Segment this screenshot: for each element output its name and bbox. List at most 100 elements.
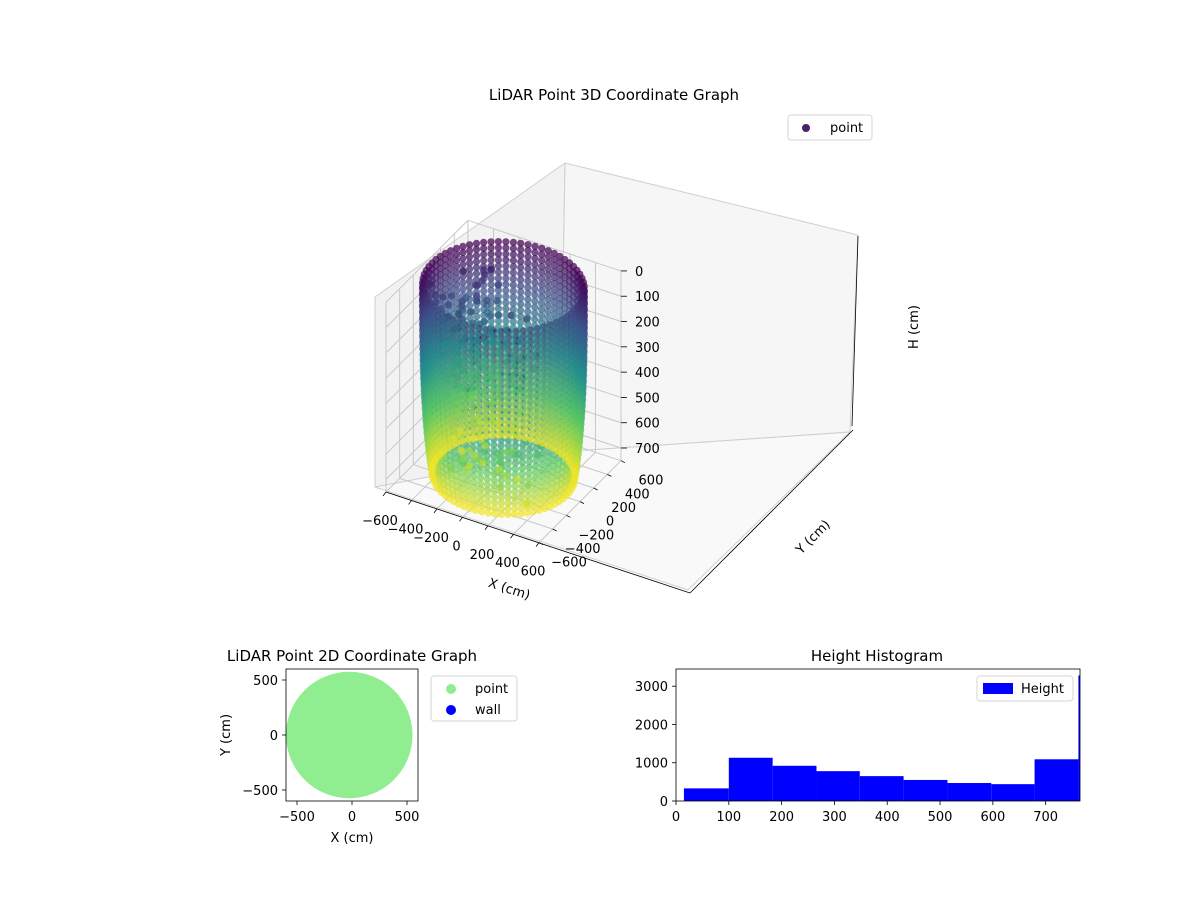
cloud-point-1611 — [509, 269, 517, 277]
cloud-point-673 — [470, 466, 478, 474]
histogram-bar-8 — [1034, 759, 1079, 801]
cloud-point-1761 — [529, 403, 537, 411]
cloud-point-1269 — [508, 447, 516, 455]
cloud-point-996 — [455, 386, 463, 394]
cloud-point-1943 — [544, 277, 552, 285]
cloud-point-981 — [453, 348, 462, 356]
cloud-point-1673 — [517, 276, 525, 284]
cloud-point-962 — [453, 293, 461, 301]
cloud-point-1983 — [549, 353, 557, 361]
cloud-point-1806 — [531, 273, 539, 281]
x-tick-3d-6: 600 — [521, 565, 546, 580]
cloud-point-1153 — [467, 382, 475, 390]
cloud-point-1144 — [501, 471, 509, 480]
cloud-point-1436 — [495, 411, 503, 420]
cloud-point-1951 — [544, 253, 552, 261]
cloud-point-1165 — [511, 499, 519, 507]
cloud-point-1657 — [516, 325, 525, 333]
cloud-point-1444 — [495, 386, 503, 394]
y-tick-hist-3: 3000 — [635, 680, 668, 695]
cloud-point-1074 — [461, 390, 469, 398]
cloud-point-984 — [497, 441, 505, 450]
cloud-point-1220 — [473, 331, 481, 339]
cloud-point-991 — [454, 373, 462, 381]
x-tick-hist-6: 600 — [980, 810, 1005, 825]
cloud-point-1082 — [462, 409, 470, 417]
cloud-point-521 — [458, 474, 466, 482]
cloud-point-976 — [453, 336, 461, 344]
cloud-point-750 — [476, 468, 484, 476]
cloud-point-1727 — [524, 308, 532, 316]
histogram-bar-5 — [903, 779, 948, 801]
cloud-point-1218 — [473, 325, 481, 333]
cloud-point-1123 — [466, 295, 474, 303]
histogram-bar-7 — [991, 784, 1035, 801]
cloud-point-1247 — [475, 413, 483, 421]
cloud-point-1240 — [518, 470, 526, 478]
cloud-point-1361 — [530, 502, 538, 510]
cloud-point-1565 — [508, 412, 517, 420]
cloud-point-1763 — [529, 397, 537, 405]
z-tick-3d-1: 100 — [635, 290, 660, 305]
cloud-point-1649 — [516, 350, 524, 358]
cloud-point-1735 — [524, 289, 532, 297]
legend-3d-label: point — [830, 121, 863, 136]
cloud-point-1861 — [540, 420, 548, 428]
cloud-point-1929 — [544, 314, 552, 322]
cloud-point-1071 — [504, 465, 512, 473]
cloud-point-1815 — [531, 248, 539, 256]
cloud-point-1439 — [537, 478, 545, 486]
cloud-point-1556 — [502, 238, 510, 246]
cloud-point-502 — [454, 489, 462, 497]
cloud-point-1142 — [511, 441, 520, 450]
cloud-point-1244 — [518, 482, 526, 490]
cloud-point-1745 — [524, 259, 532, 267]
cloud-point-2003 — [550, 310, 558, 318]
cloud-point-1398 — [487, 311, 495, 319]
cloud-point-688 — [471, 501, 479, 509]
cloud-point-898 — [448, 351, 456, 359]
cloud-point-1653 — [516, 337, 525, 345]
cloud-point-1196 — [472, 258, 481, 266]
cloud-point-1028 — [459, 248, 467, 256]
cloud-point-1083 — [504, 494, 512, 502]
cloud-point-645 — [465, 499, 473, 507]
y-tick-hist-2: 2000 — [635, 718, 668, 733]
chart-2d: LiDAR Point 2D Coordinate Graph −500 0 500… — [219, 647, 518, 846]
cloud-point-998 — [455, 392, 463, 400]
grid-line-back-z-0 — [467, 219, 622, 272]
cloud-point-970 — [453, 317, 461, 326]
cloud-point-1693 — [522, 414, 530, 422]
cloud-point-1321 — [480, 299, 488, 307]
cloud-point-1891 — [541, 401, 550, 409]
cloud-point-1575 — [509, 380, 517, 388]
cloud-point-1715 — [523, 345, 532, 353]
cloud-point-1032 — [459, 261, 467, 269]
cloud-point-768 — [478, 508, 486, 516]
cloud-point-1084 — [462, 416, 470, 424]
cloud-point-958 — [453, 281, 461, 289]
cloud-point-1671 — [517, 282, 525, 290]
cloud-point-1455 — [494, 354, 503, 362]
cloud-point-1849 — [540, 426, 548, 434]
x-tick-mark-3d-4 — [484, 525, 489, 531]
histogram-ticks: 0 100 200 300 400 500 600 700 0 1000 2000 3000 — [635, 680, 1058, 825]
cloud-point-1931 — [544, 307, 552, 316]
cloud-point-1552 — [502, 250, 510, 258]
cloud-point-1683 — [517, 245, 525, 253]
cloud-point-1278 — [482, 432, 490, 440]
cloud-point-1067 — [504, 453, 512, 461]
cloud-point-896 — [448, 344, 456, 353]
cloud-point-1293 — [481, 386, 489, 395]
cloud-point-1329 — [480, 275, 488, 283]
y-tick-2d-2: 500 — [253, 674, 278, 689]
cloud-point-1581 — [509, 361, 517, 369]
cloud-point-1378 — [487, 373, 496, 381]
cloud-point-1973 — [549, 372, 557, 380]
cloud-point-1335 — [480, 257, 488, 265]
cloud-point-1161 — [468, 408, 476, 416]
cloud-point-1376 — [488, 380, 496, 388]
cloud-point-1060 — [460, 346, 468, 354]
cloud-point-1941 — [544, 283, 552, 291]
